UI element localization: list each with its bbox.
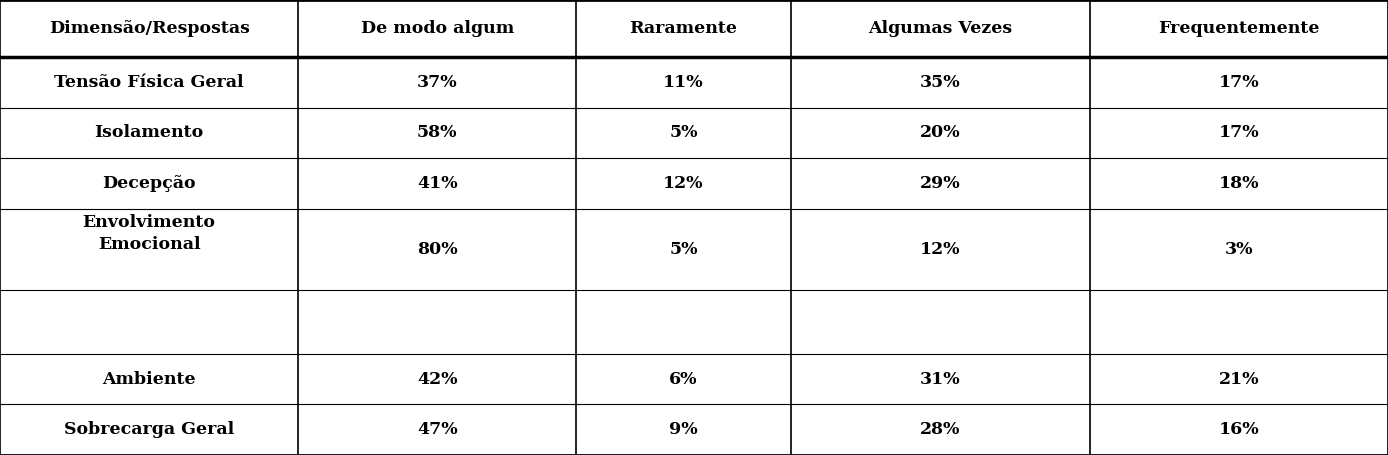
- Text: Tensão Física Geral: Tensão Física Geral: [54, 74, 244, 91]
- Text: 16%: 16%: [1219, 421, 1259, 438]
- Text: Algumas Vezes: Algumas Vezes: [869, 20, 1012, 37]
- Text: 5%: 5%: [669, 125, 698, 142]
- Text: 18%: 18%: [1219, 175, 1259, 192]
- Text: 11%: 11%: [663, 74, 704, 91]
- Text: 20%: 20%: [920, 125, 960, 142]
- Text: Decepção: Decepção: [103, 175, 196, 192]
- Text: Frequentemente: Frequentemente: [1158, 20, 1320, 37]
- Text: 12%: 12%: [663, 175, 704, 192]
- Text: Envolvimento
Emocional: Envolvimento Emocional: [83, 213, 215, 253]
- Text: Ambiente: Ambiente: [103, 371, 196, 388]
- Text: Isolamento: Isolamento: [94, 125, 204, 142]
- Text: 12%: 12%: [920, 241, 960, 258]
- Text: 17%: 17%: [1219, 125, 1259, 142]
- Text: Dimensão/Respostas: Dimensão/Respostas: [49, 20, 250, 37]
- Text: 3%: 3%: [1224, 241, 1253, 258]
- Text: 6%: 6%: [669, 371, 698, 388]
- Text: 41%: 41%: [416, 175, 458, 192]
- Text: 42%: 42%: [416, 371, 458, 388]
- Text: 21%: 21%: [1219, 371, 1259, 388]
- Text: De modo algum: De modo algum: [361, 20, 514, 37]
- Text: 28%: 28%: [920, 421, 960, 438]
- Text: Sobrecarga Geral: Sobrecarga Geral: [64, 421, 235, 438]
- Text: 5%: 5%: [669, 241, 698, 258]
- Text: 9%: 9%: [669, 421, 698, 438]
- Text: 35%: 35%: [920, 74, 960, 91]
- Text: 58%: 58%: [416, 125, 458, 142]
- Text: 29%: 29%: [920, 175, 960, 192]
- Text: 80%: 80%: [416, 241, 458, 258]
- Text: 37%: 37%: [416, 74, 458, 91]
- Text: 47%: 47%: [416, 421, 458, 438]
- Text: 31%: 31%: [920, 371, 960, 388]
- Text: 17%: 17%: [1219, 74, 1259, 91]
- Text: Raramente: Raramente: [630, 20, 737, 37]
